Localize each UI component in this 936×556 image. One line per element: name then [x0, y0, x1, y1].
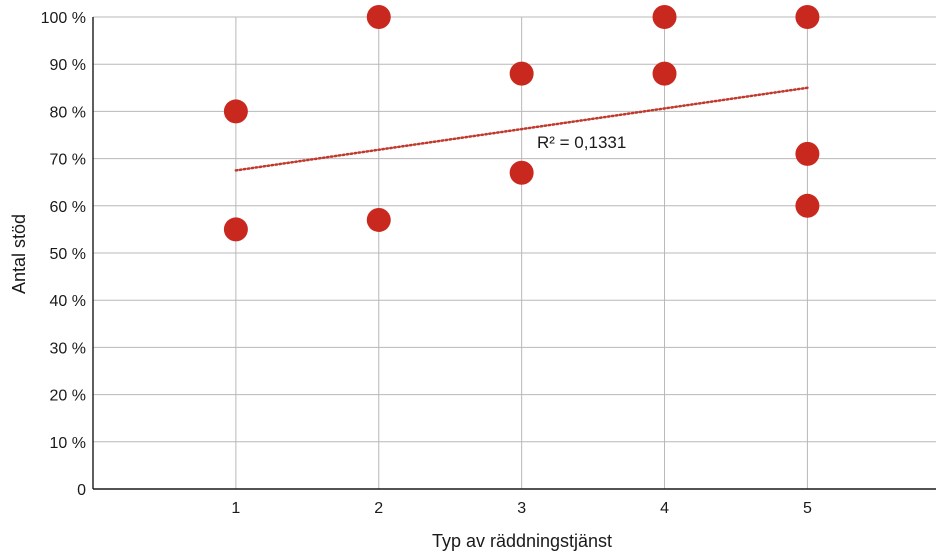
x-tick-label: 1 — [231, 500, 240, 517]
data-point — [795, 141, 820, 166]
grid — [93, 16, 936, 489]
y-tick-label: 30 % — [50, 340, 86, 357]
data-point — [795, 5, 820, 29]
trendline-group — [234, 86, 809, 172]
data-point — [223, 217, 248, 242]
x-tick-label: 4 — [660, 500, 669, 517]
y-tick-label: 90 % — [50, 57, 86, 74]
y-tick-label: 50 % — [50, 246, 86, 263]
axes — [92, 17, 936, 490]
y-tick-label: 0 — [77, 482, 86, 499]
y-tick-label: 100 % — [41, 10, 86, 27]
trendline — [234, 86, 809, 172]
y-axis-title: Antal stöd — [9, 214, 29, 294]
y-tick-label: 40 % — [50, 293, 86, 310]
y-tick-label: 60 % — [50, 199, 86, 216]
data-point — [509, 160, 534, 185]
data-point — [366, 5, 391, 29]
y-tick-label: 20 % — [50, 388, 86, 405]
x-tick-label: 3 — [517, 500, 526, 517]
x-axis-title: Typ av räddningstjänst — [432, 531, 612, 551]
y-tick-label: 80 % — [50, 104, 86, 121]
data-point — [795, 193, 820, 218]
y-tick-label: 10 % — [50, 435, 86, 452]
y-tick-label: 70 % — [50, 152, 86, 169]
data-point — [366, 207, 391, 232]
x-tick-label: 2 — [374, 500, 383, 517]
x-tick-label: 5 — [803, 500, 812, 517]
data-points — [223, 5, 820, 242]
data-point — [652, 5, 677, 29]
r-squared-annotation: R² = 0,1331 — [537, 133, 626, 152]
tick-labels: 0 10 % 20 % 30 % 40 % 50 % 60 % 70 % 80 % 90 % 100… — [41, 10, 812, 517]
data-point — [652, 61, 677, 86]
data-point — [223, 99, 248, 124]
data-point — [509, 61, 534, 86]
